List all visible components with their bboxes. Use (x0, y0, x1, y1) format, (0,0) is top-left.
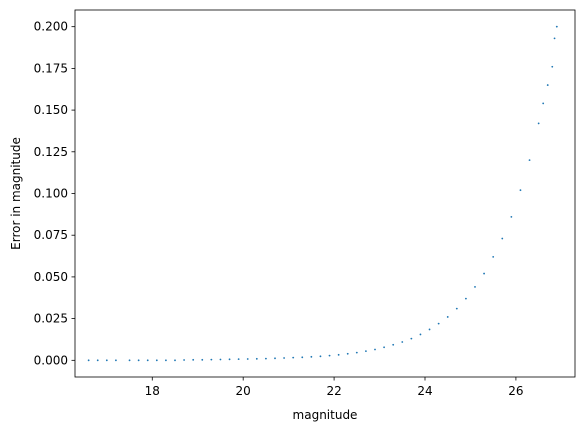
scatter-point (483, 272, 485, 275)
scatter-point (87, 359, 90, 362)
y-tick-label: 0.075 (34, 228, 68, 242)
scatter-point (551, 65, 554, 68)
y-tick-label: 0.000 (34, 353, 68, 367)
scatter-point (246, 358, 249, 360)
x-axis-ticks: 18 20 22 24 26 (145, 377, 524, 398)
scatter-point (455, 307, 458, 310)
scatter-point (553, 37, 556, 40)
scatter-point (392, 343, 395, 346)
scatter-point (546, 84, 549, 86)
scatter-point (465, 297, 467, 300)
scatter-point (374, 348, 376, 351)
scatter-point (255, 357, 258, 360)
scatter-point (301, 356, 304, 359)
y-tick-label: 0.150 (34, 103, 68, 117)
x-tick-label: 22 (326, 384, 341, 398)
scatter-point (383, 346, 385, 349)
scatter-point (501, 237, 504, 240)
scatter-point (265, 357, 267, 360)
y-axis-ticks: 0.000 0.025 0.050 0.075 0.100 0.125 0.150 0.175… (34, 20, 75, 367)
scatter-point (210, 358, 213, 361)
scatter-point (328, 354, 331, 357)
scatter-point (192, 358, 195, 361)
scatter-point (474, 286, 476, 288)
y-tick-label: 0.050 (34, 270, 68, 284)
scatter-point (283, 357, 285, 359)
x-tick-label: 24 (417, 384, 432, 398)
y-tick-label: 0.100 (34, 187, 68, 201)
scatter-points (87, 25, 558, 362)
scatter-point (346, 352, 349, 355)
x-tick-label: 26 (508, 384, 523, 398)
scatter-point (237, 358, 240, 361)
x-axis-label: magnitude (293, 408, 358, 422)
y-tick-label: 0.200 (34, 20, 68, 34)
scatter-point (492, 255, 495, 258)
scatter-point (542, 102, 545, 105)
scatter-point (128, 359, 131, 362)
plot-frame (74, 9, 576, 378)
scatter-point (219, 358, 222, 361)
scatter-point (555, 25, 558, 28)
scatter-point (183, 359, 185, 361)
scatter-point (446, 316, 449, 318)
scatter-point (510, 215, 513, 218)
scatter-point (419, 333, 422, 336)
x-tick-label: 18 (145, 384, 160, 398)
y-tick-label: 0.125 (34, 145, 68, 159)
scatter-point (337, 353, 340, 356)
scatter-point (437, 322, 440, 325)
scatter-point (174, 359, 176, 362)
scatter-point (410, 337, 413, 340)
scatter-point (528, 159, 531, 162)
scatter-point (228, 358, 231, 361)
scatter-point (319, 355, 322, 358)
scatter-point (96, 359, 99, 362)
scatter-point (310, 355, 313, 358)
y-axis-label: Error in magnitude (9, 137, 23, 250)
scatter-point (401, 341, 404, 343)
scatter-point (428, 328, 431, 331)
scatter-point (155, 359, 158, 362)
scatter-point (165, 359, 167, 362)
scatter-point (537, 122, 540, 125)
scatter-point (115, 359, 117, 362)
scatter-point (201, 358, 204, 361)
scatter-point (365, 350, 367, 353)
scatter-point (274, 357, 276, 360)
y-tick-label: 0.175 (34, 61, 68, 75)
scatter-point (137, 359, 140, 362)
scatter-point (105, 359, 108, 362)
scatter-point (146, 359, 149, 362)
y-tick-label: 0.025 (34, 312, 68, 326)
scatter-point (519, 189, 522, 192)
scatter-point (292, 356, 295, 359)
scatter-point (355, 351, 358, 354)
x-tick-label: 20 (236, 384, 251, 398)
